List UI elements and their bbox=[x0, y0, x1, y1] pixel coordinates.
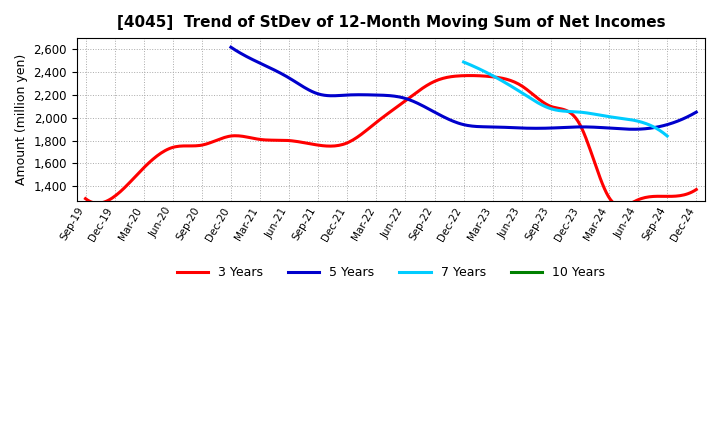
Y-axis label: Amount (million yen): Amount (million yen) bbox=[15, 54, 28, 185]
3 Years bbox=[445, 74, 454, 80]
7 Years bbox=[580, 110, 589, 115]
5 Years bbox=[503, 125, 512, 130]
Line: 5 Years: 5 Years bbox=[231, 47, 696, 129]
5 Years bbox=[511, 125, 520, 130]
3 Years bbox=[81, 196, 90, 201]
5 Years bbox=[618, 126, 627, 132]
5 Years bbox=[650, 125, 659, 130]
Legend: 3 Years, 5 Years, 7 Years, 10 Years: 3 Years, 5 Years, 7 Years, 10 Years bbox=[172, 261, 610, 284]
3 Years bbox=[443, 75, 451, 80]
7 Years bbox=[644, 122, 652, 127]
7 Years bbox=[631, 118, 639, 123]
3 Years bbox=[84, 198, 92, 203]
7 Years bbox=[460, 60, 469, 65]
Line: 3 Years: 3 Years bbox=[86, 76, 696, 206]
3 Years bbox=[455, 73, 464, 78]
7 Years bbox=[663, 133, 672, 139]
5 Years bbox=[228, 46, 237, 51]
3 Years bbox=[465, 73, 474, 78]
3 Years bbox=[692, 187, 701, 192]
3 Years bbox=[598, 181, 607, 186]
7 Years bbox=[584, 110, 593, 116]
3 Years bbox=[639, 195, 647, 201]
7 Years bbox=[459, 59, 468, 65]
7 Years bbox=[580, 110, 588, 115]
5 Years bbox=[227, 44, 235, 50]
3 Years bbox=[616, 203, 625, 209]
5 Years bbox=[692, 110, 701, 115]
5 Years bbox=[502, 125, 510, 130]
5 Years bbox=[630, 127, 639, 132]
Line: 7 Years: 7 Years bbox=[464, 62, 667, 136]
Title: [4045]  Trend of StDev of 12-Month Moving Sum of Net Incomes: [4045] Trend of StDev of 12-Month Moving… bbox=[117, 15, 665, 30]
